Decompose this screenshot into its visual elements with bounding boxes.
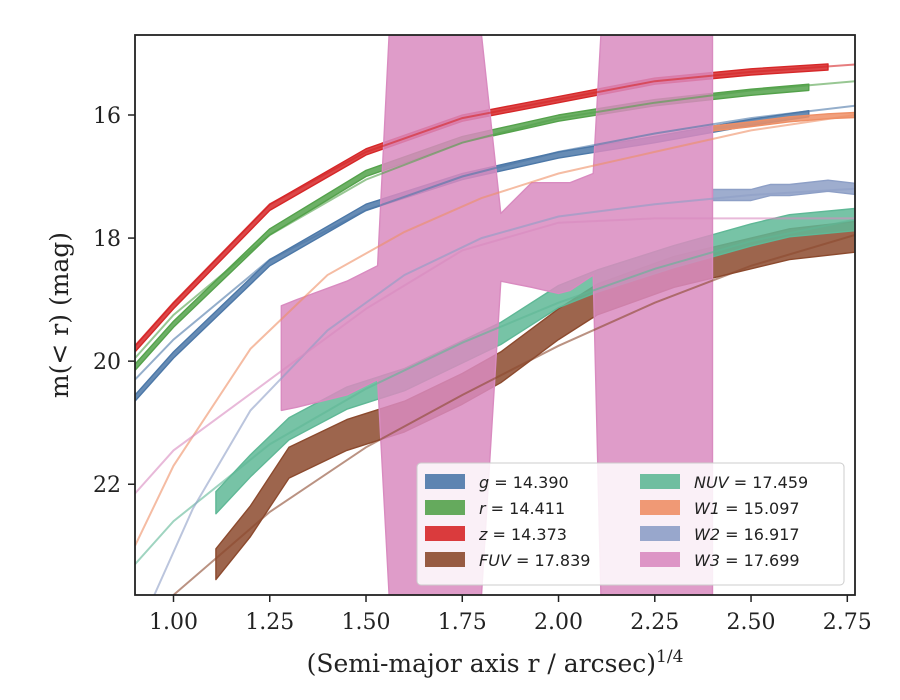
x-tick-label: 2.75 xyxy=(823,610,872,635)
legend-label-w3: W3 = 17.699 xyxy=(694,551,800,570)
legend-swatch-w2 xyxy=(640,526,680,541)
series-bands xyxy=(135,35,855,595)
x-tick-label: 1.25 xyxy=(245,610,294,635)
legend-label-w2: W2 = 16.917 xyxy=(694,525,800,544)
legend-swatch-w1 xyxy=(640,500,680,515)
legend-box xyxy=(416,462,845,586)
x-axis-label: (Semi-major axis r / arcsec)1/4 xyxy=(307,647,684,678)
y-tick-label: 20 xyxy=(93,350,121,375)
x-tick-label: 1.50 xyxy=(342,610,391,635)
legend-swatch-z xyxy=(425,526,465,541)
x-tick-label: 1.75 xyxy=(438,610,487,635)
legend: g = 14.390 r = 14.411 z = 14.373 FUV = 17.8… xyxy=(416,462,845,586)
model-line-nuv xyxy=(135,218,855,565)
x-axis-ticks: 1.00 1.25 1.50 1.75 2.00 2.25 2.50 2.75 xyxy=(149,595,872,635)
model-line-g xyxy=(135,104,855,381)
y-tick-label: 22 xyxy=(93,473,121,498)
legend-label-nuv: NUV = 17.459 xyxy=(694,473,808,492)
x-tick-label: 1.00 xyxy=(149,610,198,635)
legend-swatch-fuv xyxy=(425,552,465,567)
legend-swatch-nuv xyxy=(640,474,680,489)
measured-band-w3 xyxy=(280,35,714,595)
x-tick-label: 2.00 xyxy=(534,610,583,635)
y-tick-label: 18 xyxy=(93,227,121,252)
legend-swatch-g xyxy=(425,474,465,489)
legend-swatch-w3 xyxy=(640,552,680,567)
y-tick-label: 16 xyxy=(93,104,121,129)
legend-label-w1: W1 = 15.097 xyxy=(694,499,800,518)
legend-label-g: g = 14.390 xyxy=(479,473,569,492)
legend-swatch-r xyxy=(425,500,465,515)
model-line-z xyxy=(135,63,855,347)
y-axis-ticks: 16 18 20 22 xyxy=(93,104,135,498)
x-tick-label: 2.25 xyxy=(630,610,679,635)
y-axis-label: m(< r) (mag) xyxy=(45,232,74,398)
model-line-w3 xyxy=(135,217,855,495)
model-line-r xyxy=(135,80,855,359)
legend-label-fuv: FUV = 17.839 xyxy=(479,551,590,570)
legend-label-z: z = 14.373 xyxy=(478,525,567,544)
measured-band-z xyxy=(135,63,829,353)
model-line-w2 xyxy=(153,187,855,595)
model-line-w1 xyxy=(135,114,855,547)
plot-frame xyxy=(134,34,856,596)
measured-band-w1 xyxy=(711,111,855,132)
x-tick-label: 2.50 xyxy=(727,610,776,635)
model-line-fuv xyxy=(172,234,855,595)
series-model-lines xyxy=(135,63,855,595)
legend-label-r: r = 14.411 xyxy=(479,499,565,518)
